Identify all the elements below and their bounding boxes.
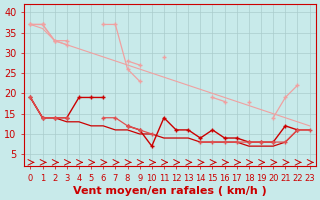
X-axis label: Vent moyen/en rafales ( km/h ): Vent moyen/en rafales ( km/h ) bbox=[73, 186, 267, 196]
